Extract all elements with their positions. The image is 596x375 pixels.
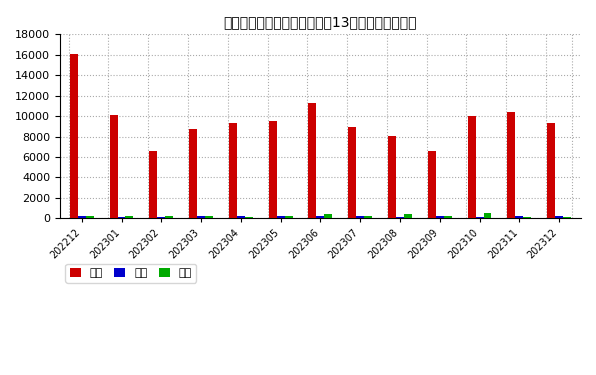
Bar (126, 216, 134, 218)
Bar (348, 128, 356, 218)
Bar (507, 111, 516, 218)
Bar (150, 152, 157, 218)
Bar (396, 217, 404, 218)
Bar (229, 123, 237, 218)
Bar (444, 216, 452, 218)
Bar (436, 216, 444, 218)
Bar (117, 217, 126, 218)
Title: 日本自前三大进口来源国过去13个月别玉进口数量: 日本自前三大进口来源国过去13个月别玉进口数量 (224, 15, 417, 29)
Bar (77, 216, 86, 218)
Bar (468, 116, 476, 218)
Bar (364, 216, 372, 218)
Bar (388, 135, 396, 218)
Bar (70, 54, 77, 218)
Bar (110, 115, 117, 218)
Bar (316, 216, 324, 218)
Bar (356, 216, 364, 218)
Bar (324, 214, 333, 218)
Bar (309, 103, 316, 218)
Bar (189, 129, 197, 218)
Bar (428, 151, 436, 218)
Bar (516, 216, 523, 218)
Bar (237, 216, 245, 218)
Bar (285, 216, 293, 218)
Bar (277, 216, 285, 218)
Bar (523, 217, 531, 218)
Bar (547, 123, 555, 218)
Bar (165, 216, 173, 218)
Bar (555, 216, 563, 218)
Legend: 中国, 韩国, 巴林: 中国, 韩国, 巴林 (66, 264, 196, 283)
Bar (86, 216, 94, 218)
Bar (476, 217, 483, 218)
Bar (563, 217, 571, 218)
Bar (404, 214, 412, 218)
Bar (205, 216, 213, 218)
Bar (483, 213, 492, 218)
Bar (197, 216, 205, 218)
Bar (245, 217, 253, 218)
Bar (269, 121, 277, 218)
Bar (157, 217, 165, 218)
